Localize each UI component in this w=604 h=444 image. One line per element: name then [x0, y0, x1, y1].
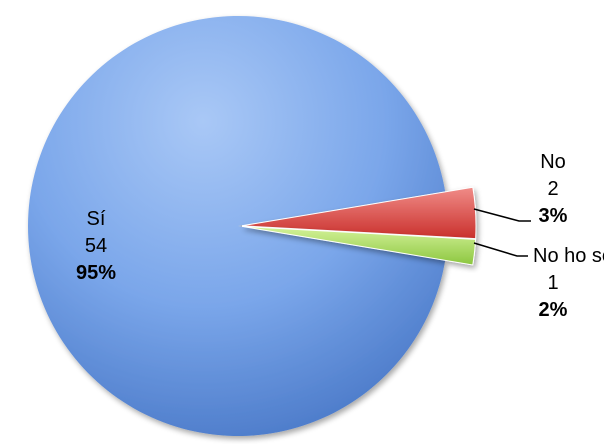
- pie-slice-si: [28, 15, 446, 437]
- leader-lines: [473, 208, 531, 257]
- slice-value-no-ho-se: 1: [547, 272, 558, 294]
- slice-percent-no-ho-se: 2%: [539, 299, 568, 321]
- slice-label-no-ho-se: No ho sé: [533, 245, 604, 267]
- leader-line-no: [473, 208, 531, 222]
- slice-label-no: No: [540, 151, 566, 173]
- pie-slice-no-ho-se: [241, 225, 477, 266]
- slice-value-si: 54: [85, 235, 107, 257]
- slice-percent-si: 95%: [76, 262, 116, 284]
- slice-value-no: 2: [547, 178, 558, 200]
- slice-percent-no: 3%: [539, 205, 568, 227]
- pie-slices: [28, 15, 477, 437]
- leader-line-no-ho-se: [473, 242, 528, 257]
- pie-slice-no: [241, 186, 477, 240]
- slice-label-si: Sí: [87, 208, 106, 230]
